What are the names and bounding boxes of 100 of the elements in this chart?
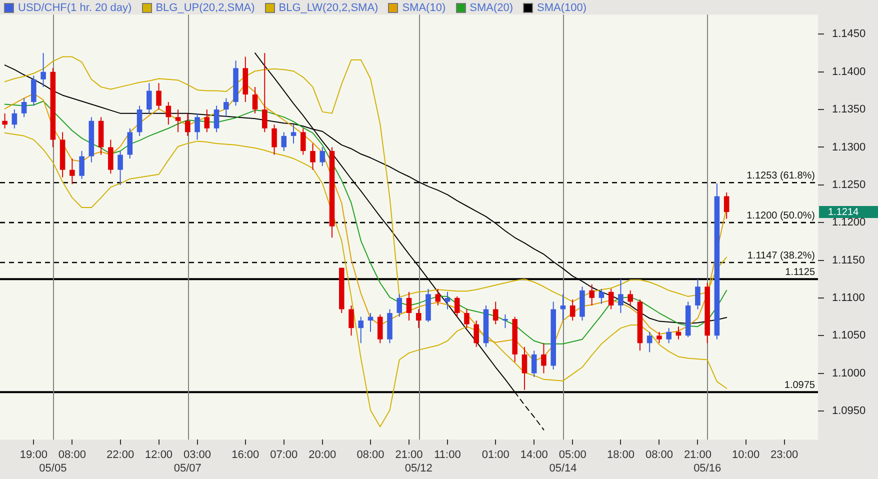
candlestick — [502, 314, 508, 329]
candlestick — [281, 132, 287, 152]
candlestick — [348, 304, 354, 336]
candlestick — [474, 320, 480, 348]
x-tick-label: 21:00 — [395, 449, 423, 462]
ref-line-label: 1.1125 — [785, 266, 816, 278]
x-tick-label: 10:00 — [732, 449, 760, 462]
x-tick-label: 19:00 — [20, 449, 48, 462]
legend-label: SMA(10) — [402, 2, 446, 14]
x-tick-label: 07:00 — [270, 449, 298, 462]
candlestick — [118, 150, 123, 186]
y-tick-label: 1.0950 — [832, 404, 866, 417]
x-tick-label: 01:00 — [482, 449, 510, 462]
candlestick — [618, 278, 624, 314]
candlestick — [310, 142, 316, 170]
y-tick-label: 1.1350 — [832, 104, 866, 116]
y-tick-label: 1.1200 — [832, 216, 866, 229]
candlestick — [79, 150, 84, 180]
candlestick — [185, 112, 190, 136]
y-tick-label: 1.1100 — [832, 292, 865, 304]
y-tick-label: 1.1000 — [832, 367, 866, 380]
candlestick — [175, 109, 181, 133]
candlestick — [136, 105, 142, 136]
x-tick-label: 14:00 — [520, 449, 548, 462]
x-tick-label: 05/07 — [174, 462, 202, 474]
candlestick — [377, 314, 383, 344]
y-tick-label: 1.1050 — [832, 330, 866, 342]
x-tick-label: 05:00 — [558, 449, 586, 462]
candlestick — [435, 288, 441, 306]
candlestick — [214, 105, 220, 133]
x-tick-label: 12:00 — [145, 449, 173, 462]
candlestick — [570, 298, 576, 322]
candlestick — [262, 52, 268, 133]
x-tick-label: 18:00 — [606, 449, 634, 462]
candlestick — [272, 124, 277, 156]
x-tick-label: 05/16 — [694, 462, 722, 474]
candlestick — [492, 301, 498, 325]
candlestick — [146, 82, 152, 114]
x-tick-label: 21:00 — [684, 449, 712, 462]
candlestick — [598, 288, 604, 304]
candlestick — [21, 98, 27, 118]
candlestick — [531, 350, 537, 378]
candlestick — [628, 290, 633, 306]
ref-line-label: 1.1200 (50.0%) — [746, 210, 815, 222]
candlestick — [108, 139, 114, 174]
candlestick — [464, 308, 470, 329]
candlestick — [166, 102, 172, 126]
legend-label: BLG_UP(20,2,SMA) — [156, 2, 255, 14]
legend-label: SMA(20) — [470, 2, 514, 14]
x-tick-label: 11:00 — [434, 449, 461, 462]
legend-label: SMA(100) — [537, 2, 587, 14]
legend-label: USD/CHF(1 hr. 20 day) — [18, 2, 132, 14]
text: 1.1214 — [828, 206, 859, 218]
ref-line-label: 1.0975 — [784, 380, 816, 391]
candlestick — [646, 331, 652, 353]
candlestick — [70, 158, 75, 185]
y-tick-label: 1.1250 — [832, 178, 866, 191]
x-tick-label: 08:00 — [645, 449, 673, 462]
candlestick — [12, 109, 18, 129]
candlestick — [2, 112, 8, 129]
x-tick-label: 08:00 — [58, 449, 86, 462]
candlestick — [416, 308, 422, 329]
candlestick — [194, 112, 200, 140]
x-tick-label: 08:00 — [356, 449, 384, 462]
candlestick — [541, 342, 546, 374]
y-tick-label: 1.1400 — [832, 66, 866, 78]
candlestick — [204, 109, 210, 133]
candlestick — [290, 124, 296, 144]
legend-label: BLG_LW(20,2,SMA) — [278, 2, 378, 14]
candlestick — [396, 294, 402, 318]
ref-line-label: 1.1253 (61.8%) — [746, 170, 815, 182]
x-tick-label: 22:00 — [106, 449, 134, 462]
x-tick-label: 05/12 — [404, 462, 432, 474]
x-tick-label: 05/05 — [39, 462, 67, 474]
candlestick — [589, 284, 594, 306]
candlestick — [358, 316, 364, 344]
candlestick — [695, 278, 700, 310]
candlestick — [666, 328, 672, 344]
candlestick — [320, 146, 326, 167]
y-tick-label: 1.1300 — [832, 141, 866, 154]
ref-line-label: 1.1147 (38.2%) — [747, 250, 815, 262]
x-tick-label: 05/14 — [549, 462, 577, 474]
candlestick — [406, 291, 412, 322]
candlestick — [522, 346, 528, 390]
candlestick — [156, 82, 162, 110]
x-tick-label: 20:00 — [308, 449, 336, 462]
candlestick — [127, 128, 133, 160]
y-tick-label: 1.1450 — [832, 28, 866, 40]
y-tick-label: 1.1150 — [832, 254, 865, 266]
x-tick-label: 23:00 — [770, 449, 798, 462]
candlestick — [224, 98, 229, 118]
candlestick — [252, 86, 258, 114]
candlestick — [31, 75, 36, 106]
candlestick — [724, 192, 730, 220]
candlestick — [454, 296, 460, 318]
candlestick — [608, 288, 614, 310]
candlestick — [40, 52, 46, 88]
candlestick — [300, 128, 306, 156]
candlestick — [656, 331, 662, 344]
x-tick-label: 03:00 — [184, 449, 212, 462]
